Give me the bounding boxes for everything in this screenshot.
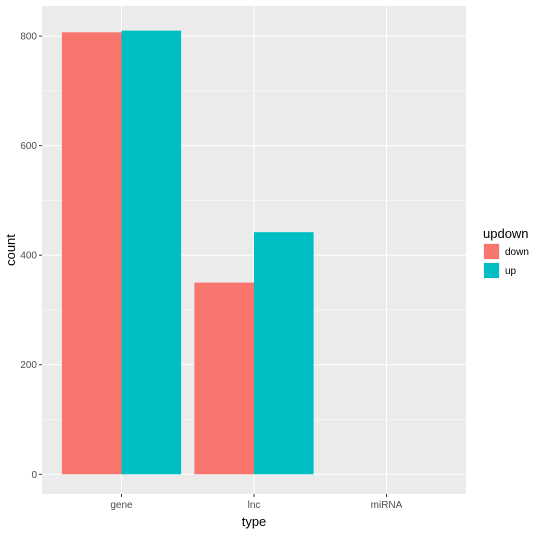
bar-gene-up bbox=[121, 30, 182, 475]
x-tick-label-miRNA: miRNA bbox=[371, 500, 403, 511]
y-axis: 0 200 400 600 800 bbox=[20, 32, 42, 481]
y-tick-label-0: 0 bbox=[31, 470, 37, 481]
y-axis-title: count bbox=[3, 234, 18, 266]
legend-swatch-up bbox=[484, 263, 499, 278]
bar-lnc-down bbox=[194, 282, 254, 475]
y-tick-label-400: 400 bbox=[20, 251, 37, 262]
bar-lnc-up bbox=[254, 232, 314, 475]
x-axis: gene lnc miRNA bbox=[110, 494, 403, 511]
legend-title: updown bbox=[483, 226, 529, 241]
legend-swatch-down bbox=[484, 244, 499, 259]
y-tick-label-800: 800 bbox=[20, 32, 37, 43]
bar-gene-down bbox=[61, 32, 122, 475]
x-tick-label-lnc: lnc bbox=[248, 500, 261, 511]
bars bbox=[61, 30, 314, 475]
y-tick-label-200: 200 bbox=[20, 360, 37, 371]
legend-label-up: up bbox=[505, 266, 517, 277]
x-tick-label-gene: gene bbox=[110, 500, 133, 511]
x-axis-title: type bbox=[242, 514, 267, 529]
y-tick-label-600: 600 bbox=[20, 141, 37, 152]
legend-label-down: down bbox=[505, 247, 529, 258]
legend: updown down up bbox=[483, 226, 529, 279]
